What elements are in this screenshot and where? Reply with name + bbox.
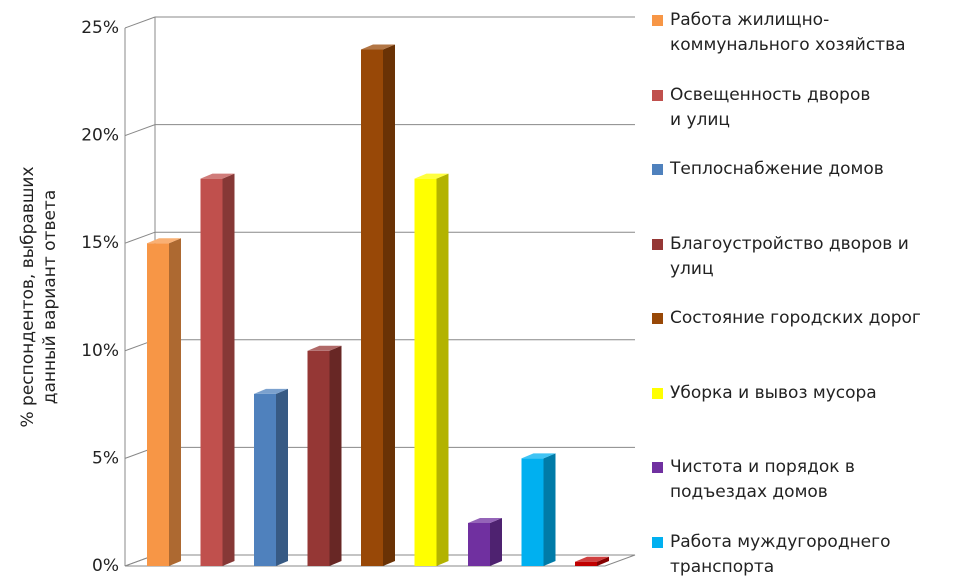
bar [521,458,544,566]
bar [414,178,437,566]
bar-top [468,517,502,523]
bar-top [254,388,288,394]
bar-side [383,44,395,566]
bar-side [597,556,609,566]
grid-line [124,231,156,244]
bar-side [543,453,556,566]
bar-top [361,44,395,50]
legend-label: Благоустройство дворов и улиц [670,233,909,279]
legend-label: Освещенность дворов и улиц [670,84,871,130]
bar-top [307,345,342,351]
bar-top [414,173,449,179]
y-tick-label: 20% [81,126,119,146]
bar [361,49,383,566]
bar-top [575,556,609,562]
legend-swatch [652,164,663,175]
legend-label: Работа муждугороднего транспорта [670,531,891,577]
bar-side [436,173,449,566]
y-tick-label: 10% [81,341,119,361]
bar [254,393,276,566]
bar-side [276,388,288,566]
grid-line [124,124,156,137]
bar-top [147,238,181,244]
bar [575,561,597,566]
y-tick-label: 0% [92,556,119,576]
bar-side [222,173,235,566]
legend-swatch [652,462,663,473]
legend-swatch [652,15,663,26]
legend-swatch [652,89,663,101]
y-axis-label: % респондентов, выбравших [18,166,38,427]
y-tick-label: 5% [92,448,119,468]
legend-swatch [652,387,663,399]
bar-top [200,173,235,179]
legend-label: Состояние городских дорог [670,308,921,328]
y-tick-label: 15% [81,233,119,253]
bar-side [329,345,342,566]
legend-label: Теплоснабжение домов [670,159,884,179]
legend-label: Чистота и порядок в подъездах домов [670,457,855,502]
legend-label: Уборка и вывоз мусора [670,382,877,403]
y-tick-label: 25% [81,18,119,38]
legend-swatch [652,536,663,548]
bar-side [490,517,502,566]
bar [468,522,490,566]
legend-label: Работа жилищно- коммунального хозяйства [670,10,906,55]
grid-line [124,16,156,29]
bar [200,178,223,566]
bar-side [169,238,181,566]
bar [147,243,169,566]
bar-top [521,453,556,459]
legend-swatch [652,238,663,250]
bar [307,350,330,566]
y-axis-label: данный вариант ответа [40,190,60,405]
legend-swatch [652,313,663,324]
